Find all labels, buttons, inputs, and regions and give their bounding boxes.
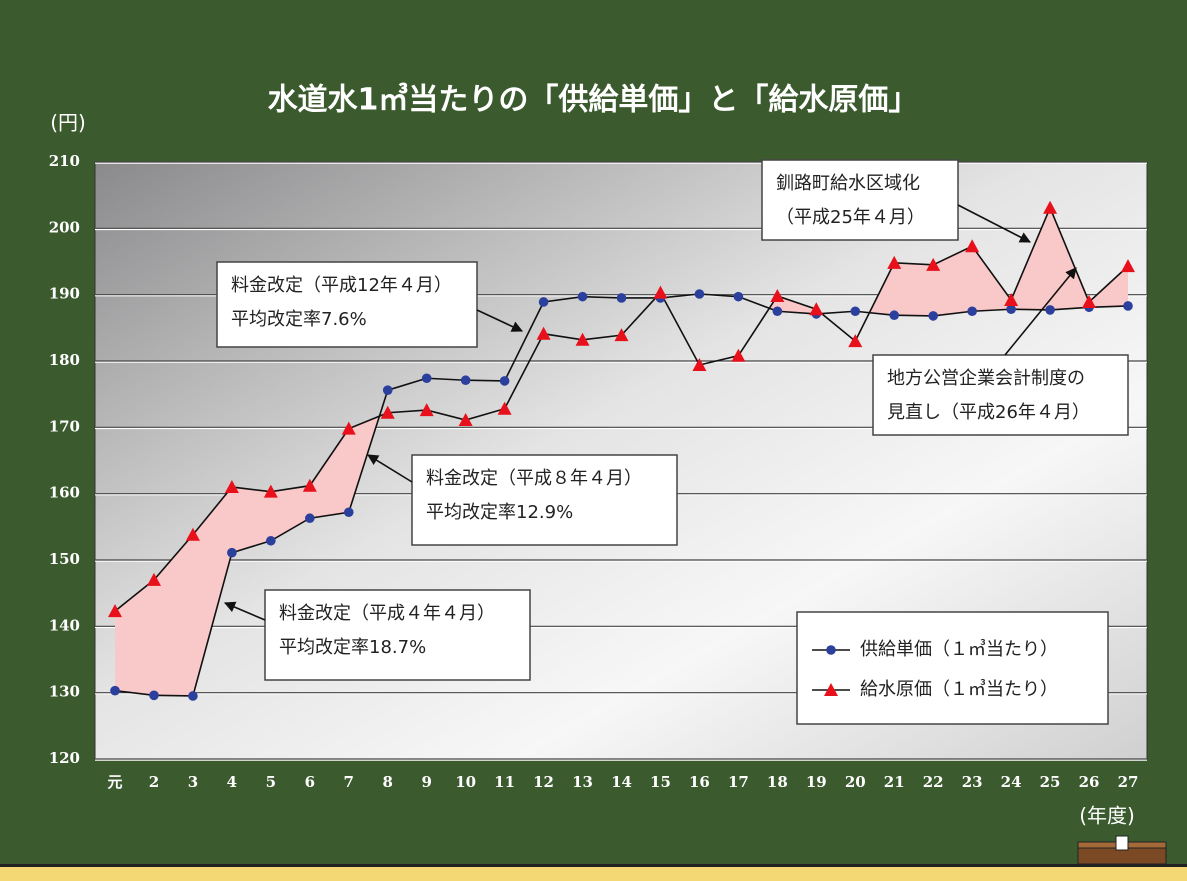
legend-label: 供給単価（１㎥当たり） bbox=[860, 639, 1058, 660]
point bbox=[500, 376, 510, 386]
y-tick-label: 200 bbox=[49, 218, 80, 236]
x-tick-label: 26 bbox=[1079, 773, 1100, 791]
x-tick-label: 12 bbox=[533, 773, 554, 791]
point bbox=[850, 306, 860, 316]
point bbox=[383, 385, 393, 395]
y-tick-label: 140 bbox=[49, 616, 80, 634]
x-tick-label: 元 bbox=[107, 773, 122, 791]
point bbox=[928, 311, 938, 321]
point bbox=[422, 373, 432, 383]
annotation-text: 料金改定（平成８年４月） bbox=[426, 468, 642, 489]
annotation-text: 料金改定（平成４年４月） bbox=[279, 603, 495, 624]
x-tick-label: 2 bbox=[149, 773, 159, 791]
chalk-tray bbox=[0, 866, 1187, 881]
annotation-text: （平成25年４月） bbox=[776, 207, 925, 228]
x-tick-label: 17 bbox=[728, 773, 749, 791]
x-tick-label: 8 bbox=[383, 773, 393, 791]
x-tick-label: 19 bbox=[806, 773, 827, 791]
point bbox=[617, 293, 627, 303]
y-tick-label: 190 bbox=[49, 285, 80, 303]
point bbox=[344, 507, 354, 517]
y-tick-label: 180 bbox=[49, 351, 80, 369]
x-tick-label: 7 bbox=[344, 773, 354, 791]
point bbox=[461, 375, 471, 385]
x-tick-label: 5 bbox=[266, 773, 276, 791]
annotation-text: 平均改定率12.9% bbox=[426, 502, 573, 523]
x-tick-label: 16 bbox=[689, 773, 710, 791]
chart-title: 水道水1㎥当たりの「供給単価」と「給水原価」 bbox=[268, 83, 919, 118]
chart: 水道水1㎥当たりの「供給単価」と「給水原価」 (円) (年度) 120 130 14… bbox=[0, 0, 1187, 881]
y-tick-label: 210 bbox=[49, 152, 80, 170]
y-tick-label: 170 bbox=[49, 417, 80, 435]
point bbox=[1045, 305, 1055, 315]
annotation-text: 平均改定率7.6% bbox=[231, 309, 367, 330]
x-tick-label: 21 bbox=[884, 773, 905, 791]
x-tick-label: 15 bbox=[650, 773, 671, 791]
x-tick-label: 24 bbox=[1001, 773, 1022, 791]
annotation-text: 地方公営企業会計制度の bbox=[887, 368, 1085, 389]
legend-label: 給水原価（１㎥当たり） bbox=[860, 679, 1058, 700]
x-tick-label: 14 bbox=[611, 773, 632, 791]
x-tick-label: 27 bbox=[1118, 773, 1139, 791]
point bbox=[149, 691, 159, 701]
point bbox=[266, 536, 276, 546]
point bbox=[967, 306, 977, 316]
legend bbox=[797, 612, 1108, 724]
point bbox=[110, 686, 120, 696]
y-tick-label: 130 bbox=[49, 683, 80, 701]
y-axis-label: (円) bbox=[50, 111, 86, 135]
tray-edge bbox=[0, 864, 1187, 867]
annotation-text: 見直し（平成26年４月） bbox=[887, 402, 1090, 423]
x-tick-label: 10 bbox=[455, 773, 476, 791]
x-tick-label: 22 bbox=[923, 773, 944, 791]
point bbox=[1123, 301, 1133, 311]
x-axis-label: (年度) bbox=[1079, 804, 1135, 828]
annotation-text: 平均改定率18.7% bbox=[279, 637, 426, 658]
legend-marker bbox=[826, 645, 836, 655]
annotation-box bbox=[762, 160, 958, 240]
y-tick-label: 120 bbox=[49, 749, 80, 767]
point bbox=[539, 297, 549, 307]
x-tick-label: 25 bbox=[1040, 773, 1061, 791]
x-tick-label: 4 bbox=[227, 773, 237, 791]
point bbox=[227, 548, 237, 558]
x-tick-label: 20 bbox=[845, 773, 866, 791]
x-tick-label: 3 bbox=[188, 773, 198, 791]
page: 水道水1㎥当たりの「供給単価」と「給水原価」 (円) (年度) 120 130 14… bbox=[0, 0, 1187, 881]
point bbox=[734, 292, 744, 302]
annotation-box bbox=[873, 355, 1128, 435]
x-tick-label: 11 bbox=[494, 773, 515, 791]
x-tick-label: 13 bbox=[572, 773, 593, 791]
point bbox=[578, 292, 588, 302]
annotation-text: 釧路町給水区域化 bbox=[776, 173, 920, 194]
point bbox=[889, 310, 899, 320]
x-tick-label: 6 bbox=[305, 773, 315, 791]
y-tick-label: 150 bbox=[49, 550, 80, 568]
x-tick-label: 9 bbox=[421, 773, 431, 791]
point bbox=[695, 289, 705, 299]
annotation-text: 料金改定（平成12年４月） bbox=[231, 275, 452, 296]
point bbox=[305, 513, 315, 523]
y-tick-label: 160 bbox=[49, 484, 80, 502]
x-tick-label: 23 bbox=[962, 773, 983, 791]
point bbox=[773, 306, 783, 316]
x-tick-label: 18 bbox=[767, 773, 788, 791]
point bbox=[188, 691, 198, 701]
